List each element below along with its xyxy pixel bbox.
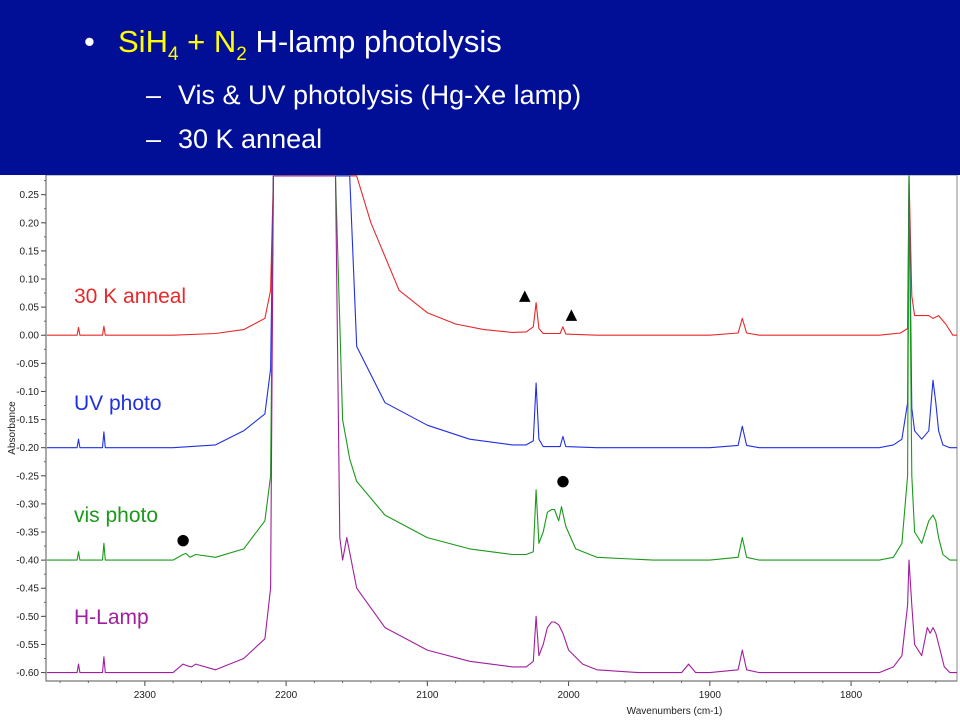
x-tick-label: 2200	[275, 690, 298, 701]
triangle-marker: ▲	[566, 305, 578, 323]
y-tick-label: -0.30	[16, 499, 39, 510]
y-tick-label: -0.45	[16, 584, 39, 595]
y-tick-label: 0.05	[20, 303, 40, 314]
bullet-glyph: •	[84, 24, 95, 59]
ir-spectrum-chart: 0.25 0.20 0.15 0.10 0.05 0.00 -0.05 -0.10 -0.15 -…	[7, 175, 958, 717]
x-tick-label: 1900	[699, 690, 722, 701]
series-line-vis-photo	[47, 175, 957, 561]
title-subscript: 2	[236, 44, 247, 65]
y-tick-label: -0.35	[16, 528, 39, 539]
label-backdrop	[72, 390, 166, 416]
y-tick-label: -0.40	[16, 556, 39, 567]
series-label-vis-photo: vis photo	[74, 504, 158, 527]
title-banner: • SiH4 + N2 H-lamp photolysis – Vis & UV p…	[0, 0, 960, 175]
title-part: + N	[178, 24, 237, 59]
label-backdrop	[72, 502, 163, 528]
circle-marker: ●	[176, 530, 189, 548]
y-tick-label: -0.50	[16, 612, 39, 623]
y-tick-label: -0.55	[16, 640, 39, 651]
series-label-h-lamp: H-Lamp	[74, 606, 149, 629]
x-tick-label: 2000	[557, 690, 580, 701]
y-tick-label: 0.20	[20, 218, 40, 229]
series-line-h-lamp	[47, 175, 957, 674]
x-tick-label: 2300	[134, 690, 157, 701]
plot-frame	[45, 175, 958, 682]
circle-marker: ●	[556, 471, 569, 489]
title-part: SiH	[118, 24, 168, 59]
triangle-marker: ▲	[519, 286, 531, 304]
x-axis-title: Wavenumbers (cm-1)	[627, 706, 723, 717]
y-tick-label: -0.20	[16, 443, 39, 454]
title-part: H-lamp photolysis	[246, 24, 502, 59]
y-tick-label: 0.15	[20, 246, 40, 257]
slide-title: • SiH4 + N2 H-lamp photolysis	[84, 24, 502, 65]
label-backdrop	[72, 283, 191, 309]
subitem-vis-uv: – Vis & UV photolysis (Hg-Xe lamp)	[146, 80, 581, 111]
y-tick-label: -0.15	[16, 415, 39, 426]
dash-glyph: –	[146, 80, 162, 110]
series-label-30-k-anneal: 30 K anneal	[74, 285, 186, 308]
y-tick-label: 0.25	[20, 190, 40, 201]
y-tick-label: -0.60	[16, 668, 39, 679]
subitem-text: 30 K anneal	[178, 124, 323, 154]
dash-glyph: –	[146, 124, 162, 154]
x-tick-label: 2100	[416, 690, 439, 701]
y-tick-label: -0.25	[16, 471, 39, 482]
y-tick-label: -0.05	[16, 359, 39, 370]
y-tick-label: -0.10	[16, 387, 39, 398]
subitem-text: Vis & UV photolysis (Hg-Xe lamp)	[178, 80, 582, 110]
label-backdrop	[72, 604, 153, 630]
title-subscript: 4	[167, 44, 179, 65]
y-tick-label: 0.10	[20, 275, 40, 286]
subitem-anneal: –30 K anneal	[146, 124, 322, 155]
x-tick-label: 1800	[840, 690, 863, 701]
series-label-uv-photo: UV photo	[74, 392, 162, 415]
y-tick-label: 0.00	[20, 331, 40, 342]
y-axis-title: Absorbance	[7, 401, 18, 455]
